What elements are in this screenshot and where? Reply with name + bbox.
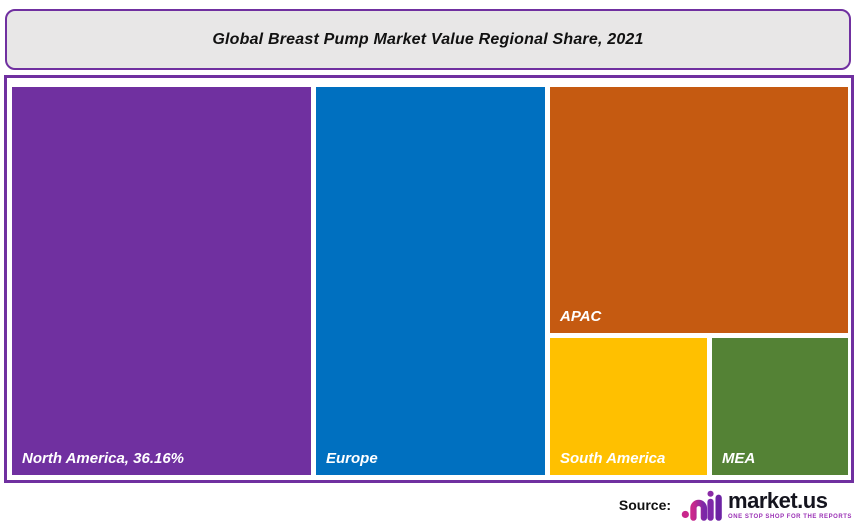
- treemap-chart: North America, 36.16% Europe APAC South …: [4, 75, 854, 483]
- treemap-tile-europe: Europe: [316, 87, 545, 475]
- tile-label-north-america: North America, 36.16%: [22, 450, 185, 467]
- treemap-tile-apac: APAC: [550, 87, 848, 333]
- tile-label-mea: MEA: [722, 450, 756, 467]
- treemap-tile-south-america: South America: [550, 338, 707, 475]
- logo-brand-text: market.us: [728, 488, 828, 513]
- source-label: Source:: [618, 497, 672, 513]
- logo-text-block: market.us ONE STOP SHOP FOR THE REPORTS: [728, 488, 852, 521]
- marketus-logo-icon: [681, 490, 722, 521]
- tile-label-apac: APAC: [560, 308, 602, 325]
- tile-label-south-america: South America: [560, 450, 666, 467]
- marketus-logo: market.us ONE STOP SHOP FOR THE REPORTS: [681, 487, 852, 523]
- treemap-tile-north-america: North America, 36.16%: [12, 87, 311, 475]
- source-row: Source: market.us ONE STOP SHOP FOR THE …: [0, 486, 852, 524]
- chart-title-banner: Global Breast Pump Market Value Regional…: [5, 9, 851, 70]
- chart-title: Global Breast Pump Market Value Regional…: [212, 30, 644, 48]
- tile-label-europe: Europe: [326, 450, 378, 467]
- treemap-tile-mea: MEA: [712, 338, 848, 475]
- logo-tagline-text: ONE STOP SHOP FOR THE REPORTS: [728, 514, 852, 520]
